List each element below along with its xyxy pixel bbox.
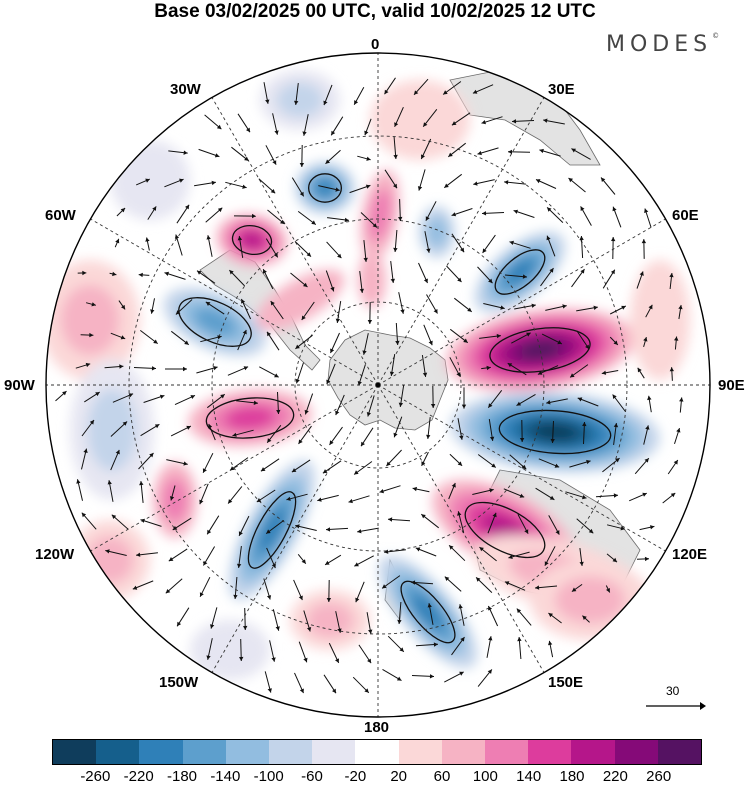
colorbar-tick-label: -100	[254, 768, 284, 785]
south-pole-point	[376, 383, 381, 388]
colorbar-tick-label: 220	[603, 768, 628, 785]
anomaly-blob	[315, 180, 334, 197]
lon-label-90w: 90W	[4, 377, 35, 394]
colorbar-tick-label: -20	[344, 768, 366, 785]
anomaly-blob	[555, 577, 625, 624]
colorbar-tick-label: -220	[124, 768, 154, 785]
colorbar-swatch	[53, 740, 96, 764]
colorbar-swatch	[355, 740, 398, 764]
colorbar-swatch	[399, 740, 442, 764]
colorbar-tick-label: 100	[473, 768, 498, 785]
lon-label-60e: 60E	[672, 207, 699, 224]
anomaly-blob	[88, 389, 137, 471]
colorbar	[52, 739, 702, 765]
anomaly-blob	[61, 285, 119, 355]
reference-vector-arrow	[644, 684, 706, 718]
lon-label-30e: 30E	[548, 81, 575, 98]
polar-map	[0, 0, 750, 740]
colorbar-tick-label: -60	[301, 768, 323, 785]
colorbar-tick-label: 180	[559, 768, 584, 785]
colorbar-tick-label: -180	[167, 768, 197, 785]
colorbar-swatch	[658, 740, 701, 764]
anomaly-blob	[358, 252, 386, 308]
anomaly-blob	[427, 217, 448, 247]
lon-label-150e: 150E	[548, 674, 583, 691]
colorbar-tick-label: -260	[80, 768, 110, 785]
colorbar-swatch	[226, 740, 269, 764]
colorbar-swatch	[269, 740, 312, 764]
lon-label-180: 180	[364, 719, 389, 736]
lon-label-90e: 90E	[718, 377, 745, 394]
colorbar-swatch	[183, 740, 226, 764]
colorbar-tick-label: 20	[390, 768, 407, 785]
colorbar-swatch	[615, 740, 658, 764]
colorbar-tick-label: 60	[434, 768, 451, 785]
colorbar-tick-labels: -260 -220 -180 -140 -100 -60 -20 20 60 100 140 180 2…	[0, 768, 750, 784]
colorbar-swatch	[139, 740, 182, 764]
anomaly-blob	[190, 620, 270, 680]
lon-label-150w: 150W	[159, 674, 198, 691]
colorbar-swatch	[442, 740, 485, 764]
colorbar-swatch	[96, 740, 139, 764]
lon-label-120w: 120W	[35, 546, 74, 563]
anomaly-blob	[87, 537, 134, 584]
lon-label-30w: 30W	[170, 81, 201, 98]
lon-label-120e: 120E	[672, 546, 707, 563]
colorbar-tick-label: 140	[516, 768, 541, 785]
colorbar-swatch	[528, 740, 571, 764]
lon-label-0: 0	[371, 36, 379, 53]
colorbar-swatch	[571, 740, 614, 764]
colorbar-tick-label: -140	[210, 768, 240, 785]
anomaly-blob	[630, 260, 690, 380]
anomaly-blob	[277, 83, 324, 118]
colorbar-swatch	[485, 740, 528, 764]
lon-label-60w: 60W	[45, 207, 76, 224]
colorbar-tick-label: 260	[646, 768, 671, 785]
colorbar-swatch	[312, 740, 355, 764]
